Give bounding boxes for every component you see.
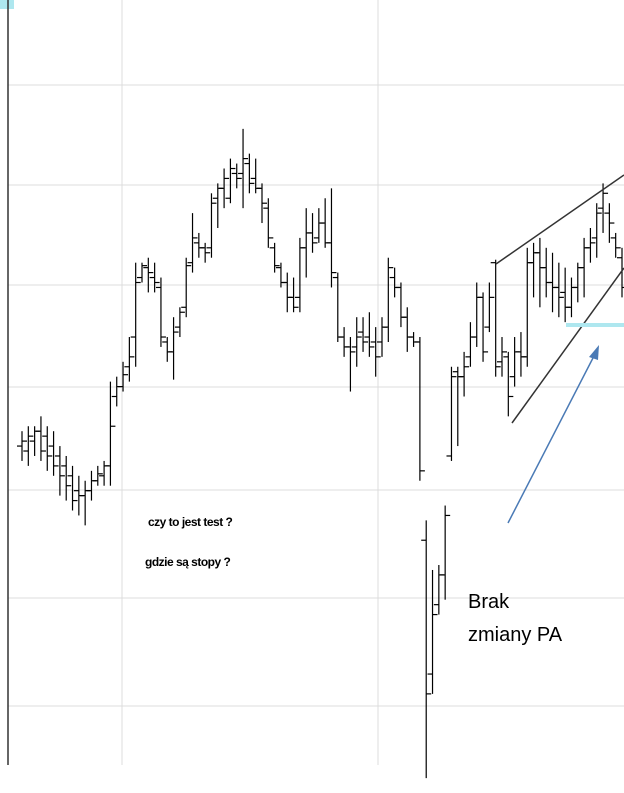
trend-line — [495, 174, 624, 265]
arrow — [507, 355, 595, 524]
grid — [8, 0, 624, 765]
bars — [17, 128, 624, 779]
corner-marker — [0, 0, 14, 9]
annotation: zmiany PA — [468, 624, 563, 646]
annotation: czy to jest test ? — [148, 515, 233, 529]
trend-line — [511, 267, 624, 424]
annotation: gdzie są stopy ? — [145, 555, 231, 569]
annotation: Brak — [468, 591, 510, 613]
arrow-head — [589, 345, 599, 360]
